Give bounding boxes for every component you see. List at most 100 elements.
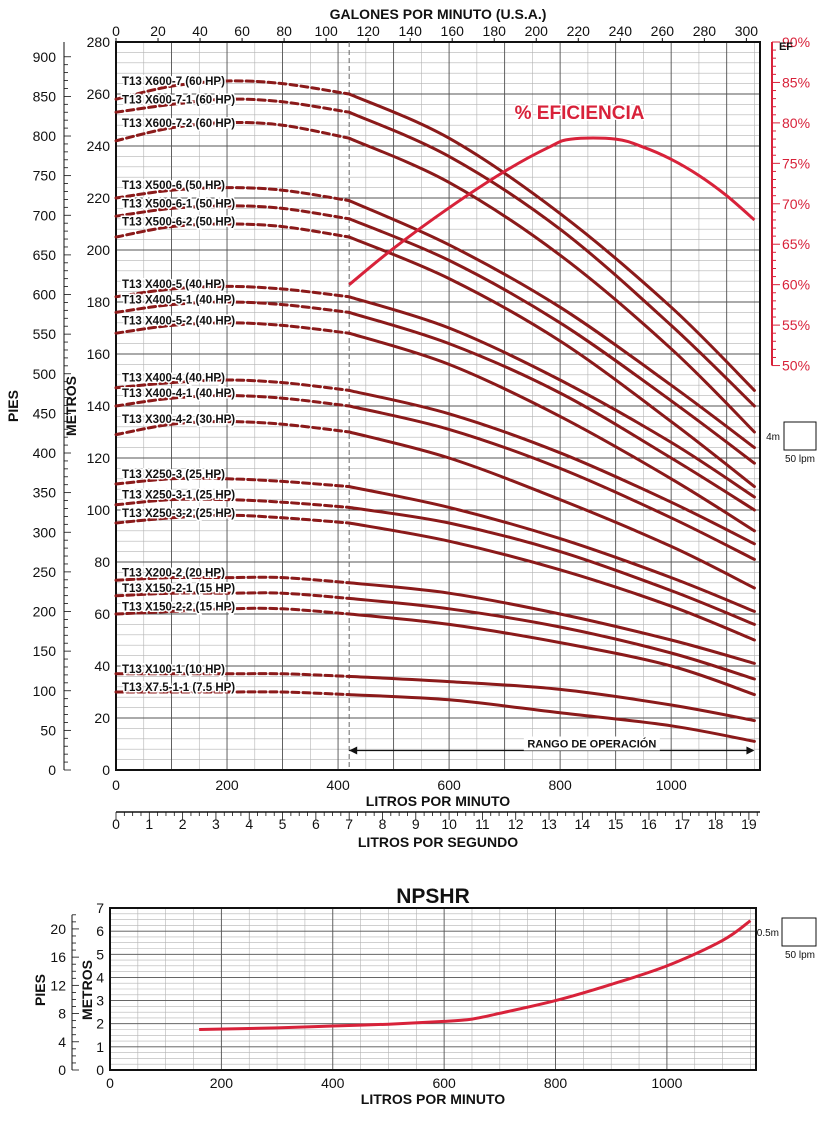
pump-curve-label: T13 X400-4 (40 HP)	[122, 373, 225, 385]
top-tick-label: 100	[314, 23, 338, 39]
efficiency-tick-label: 65%	[782, 236, 810, 252]
feet-tick-label: 900	[33, 49, 57, 65]
lps-tick-label: 3	[212, 816, 220, 832]
top-tick-label: 20	[150, 23, 166, 39]
pump-curve-dashed	[114, 420, 351, 437]
pump-curve-dashed	[114, 575, 351, 585]
efficiency-curve	[348, 136, 756, 286]
feet-tick-label: 650	[33, 247, 57, 263]
scale-box-vertical: 4m	[766, 432, 780, 443]
lps-tick-label: 6	[312, 816, 320, 832]
pump-curve	[347, 430, 756, 590]
top-tick-label: 220	[567, 23, 591, 39]
pump-curve-dashed	[114, 606, 351, 616]
lps-tick-label: 0	[112, 816, 120, 832]
pump-curve-label: T13 X500-6-1 (50 HP)	[122, 198, 235, 210]
feet-tick-label: 800	[33, 128, 57, 144]
feet-tick-label: 0	[48, 762, 56, 778]
pump-curve	[347, 136, 756, 434]
pump-curve-dashed	[114, 690, 351, 697]
y-tick-label: 20	[94, 710, 110, 726]
lps-tick-label: 8	[379, 816, 387, 832]
y-tick-label: 40	[94, 658, 110, 674]
pump-curve-dashed	[114, 79, 351, 101]
pump-curve-dashed	[114, 120, 351, 143]
pump-curve-label: T13 X600-7-2 (60 HP)	[122, 118, 235, 130]
top-tick-label: 60	[234, 23, 250, 39]
lps-tick-label: 18	[708, 816, 724, 832]
pump-curve	[347, 505, 756, 626]
y-tick-label: 260	[87, 86, 111, 102]
y-tick-label: 140	[87, 398, 111, 414]
npshr-y-tick-label: 4	[96, 969, 104, 985]
pump-curve-dashed	[114, 284, 351, 299]
feet-tick-label: 750	[33, 168, 57, 184]
efficiency-tick-label: 75%	[782, 155, 810, 171]
pump-curve-dashed	[114, 321, 351, 335]
pump-curve	[347, 404, 756, 561]
pump-curve-dashed	[114, 497, 351, 509]
pump-curve-label: T13 X100-1 (10 HP)	[122, 664, 225, 676]
efficiency-tick-label: 80%	[782, 115, 810, 131]
feet-tick-label: 850	[33, 88, 57, 104]
efficiency-tick-label: 60%	[782, 277, 810, 293]
top-tick-label: 280	[693, 23, 717, 39]
pump-curve-label: T13 X600-7-1 (60 HP)	[122, 94, 235, 106]
feet-tick-label: 50	[40, 722, 56, 738]
npshr-x-tick-label: 200	[210, 1075, 234, 1091]
npshr-curve	[199, 919, 752, 1031]
npshr-x-tick-label: 0	[106, 1075, 114, 1091]
pump-curve	[347, 310, 756, 512]
npshr-plot-frame	[109, 907, 757, 1071]
npshr-y-tick-label: 5	[96, 946, 104, 962]
main-chart: 0 20 40 60 80 100 120 140 160 180 200 220 240 260 280 3…	[5, 6, 817, 850]
pump-curve	[347, 674, 756, 723]
npshr-y-tick-label: 0	[96, 1062, 104, 1078]
feet-tick-label: 300	[33, 524, 57, 540]
lps-tick-label: 4	[245, 816, 253, 832]
x-tick-label: 1000	[656, 777, 687, 793]
npshr-feet-tick-label: 16	[50, 949, 66, 965]
pump-curve	[347, 612, 756, 697]
npshr-x-tick-label: 600	[432, 1075, 456, 1091]
npshr-feet-tick-label: 4	[58, 1034, 66, 1050]
lps-tick-label: 16	[641, 816, 657, 832]
pump-curve	[347, 485, 756, 613]
npshr-x-tick-label: 400	[321, 1075, 345, 1091]
top-tick-label: 40	[192, 23, 208, 39]
y-tick-label: 180	[87, 294, 111, 310]
lps-tick-label: 12	[508, 816, 524, 832]
npshr-x-tick-label: 1000	[651, 1075, 682, 1091]
npshr-y-tick-label: 7	[96, 900, 104, 916]
pump-curve-dashed	[114, 591, 351, 600]
npshr-feet-tick-label: 20	[50, 921, 66, 937]
feet-tick-label: 150	[33, 643, 57, 659]
y-tick-label: 160	[87, 346, 111, 362]
feet-tick-label: 400	[33, 445, 57, 461]
feet-tick-label: 100	[33, 683, 57, 699]
pump-curve-label: T13 X250-3-1 (25 HP)	[122, 490, 235, 502]
pump-curve-label: T13 X600-7 (60 HP)	[122, 76, 225, 88]
pump-curve	[347, 295, 756, 499]
pump-curve	[347, 521, 756, 642]
efficiency-tick-label: 70%	[782, 196, 810, 212]
y-tick-label: 220	[87, 190, 111, 206]
npshr-title: NPSHR	[396, 885, 470, 908]
x-tick-label: 600	[437, 777, 461, 793]
pump-curve-dashed	[114, 222, 351, 239]
y-axis-label: METROS	[63, 376, 79, 436]
pump-curve-label: T13 X400-4-1 (40 HP)	[122, 388, 235, 400]
x-tick-label: 0	[112, 777, 120, 793]
npshr-scale-box-vertical: 0.5m	[757, 928, 779, 939]
efficiency-tick-label: 85%	[782, 74, 810, 90]
pump-curve	[347, 235, 756, 489]
pump-curve-label: T13 X250-3-2 (25 HP)	[122, 508, 235, 520]
pump-curve-dashed	[114, 476, 351, 489]
lps-tick-label: 11	[475, 816, 490, 832]
pump-curve-dashed	[114, 513, 351, 525]
lps-tick-label: 2	[179, 816, 187, 832]
pump-curve	[347, 217, 756, 465]
pump-curve	[347, 581, 756, 665]
